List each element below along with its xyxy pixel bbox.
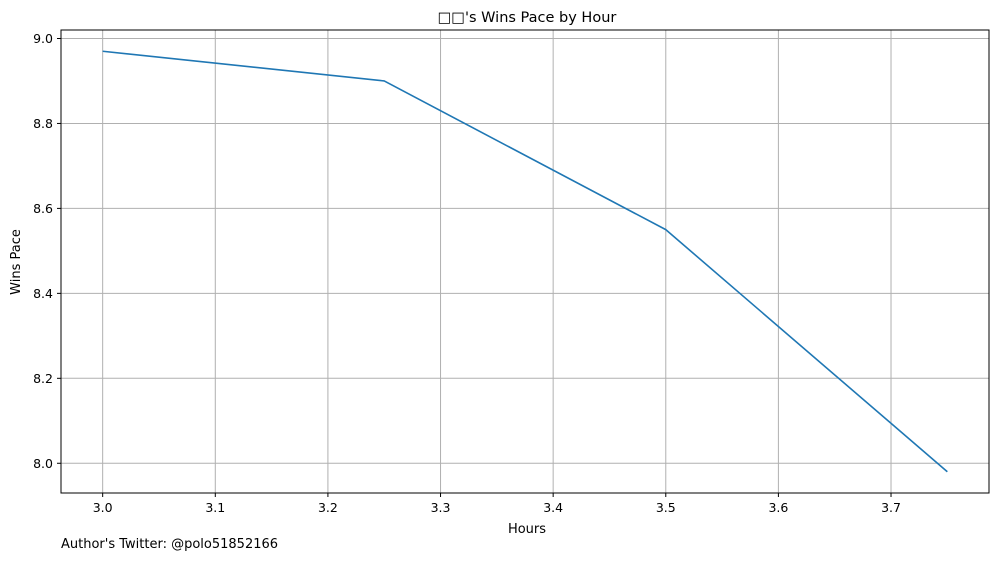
x-tick-label: 3.0 bbox=[93, 500, 113, 515]
series-layer bbox=[102, 50, 948, 473]
y-axis-label: Wins Pace bbox=[9, 229, 24, 295]
author-credit: Author's Twitter: @polo51852166 bbox=[61, 537, 279, 552]
x-tick-label: 3.6 bbox=[768, 500, 788, 515]
x-tick-label: 3.2 bbox=[318, 500, 338, 515]
x-tick-label: 3.7 bbox=[881, 500, 901, 515]
y-tick-label: 8.0 bbox=[33, 456, 53, 471]
y-tick-label: 8.2 bbox=[33, 371, 53, 386]
x-tick-label: 3.5 bbox=[656, 500, 676, 515]
y-tick-label: 9.0 bbox=[33, 31, 53, 46]
y-tick-label: 8.6 bbox=[33, 201, 53, 216]
y-tick-label: 8.4 bbox=[33, 286, 53, 301]
x-tick-label: 3.3 bbox=[431, 500, 451, 515]
plot-frame bbox=[60, 29, 990, 494]
x-axis-label: Hours bbox=[508, 522, 546, 537]
grid bbox=[61, 30, 989, 493]
x-tick-label: 3.1 bbox=[205, 500, 225, 515]
series-line bbox=[102, 50, 948, 473]
x-tick-label: 3.4 bbox=[543, 500, 563, 515]
chart-title: □□'s Wins Pace by Hour bbox=[438, 10, 617, 26]
ticks: 3.0 3.1 3.2 3.3 3.4 3.5 3.6 3.7 8.0 8.2 8.4 8.6 8.8 9… bbox=[33, 31, 901, 515]
y-tick-label: 8.8 bbox=[33, 116, 53, 131]
